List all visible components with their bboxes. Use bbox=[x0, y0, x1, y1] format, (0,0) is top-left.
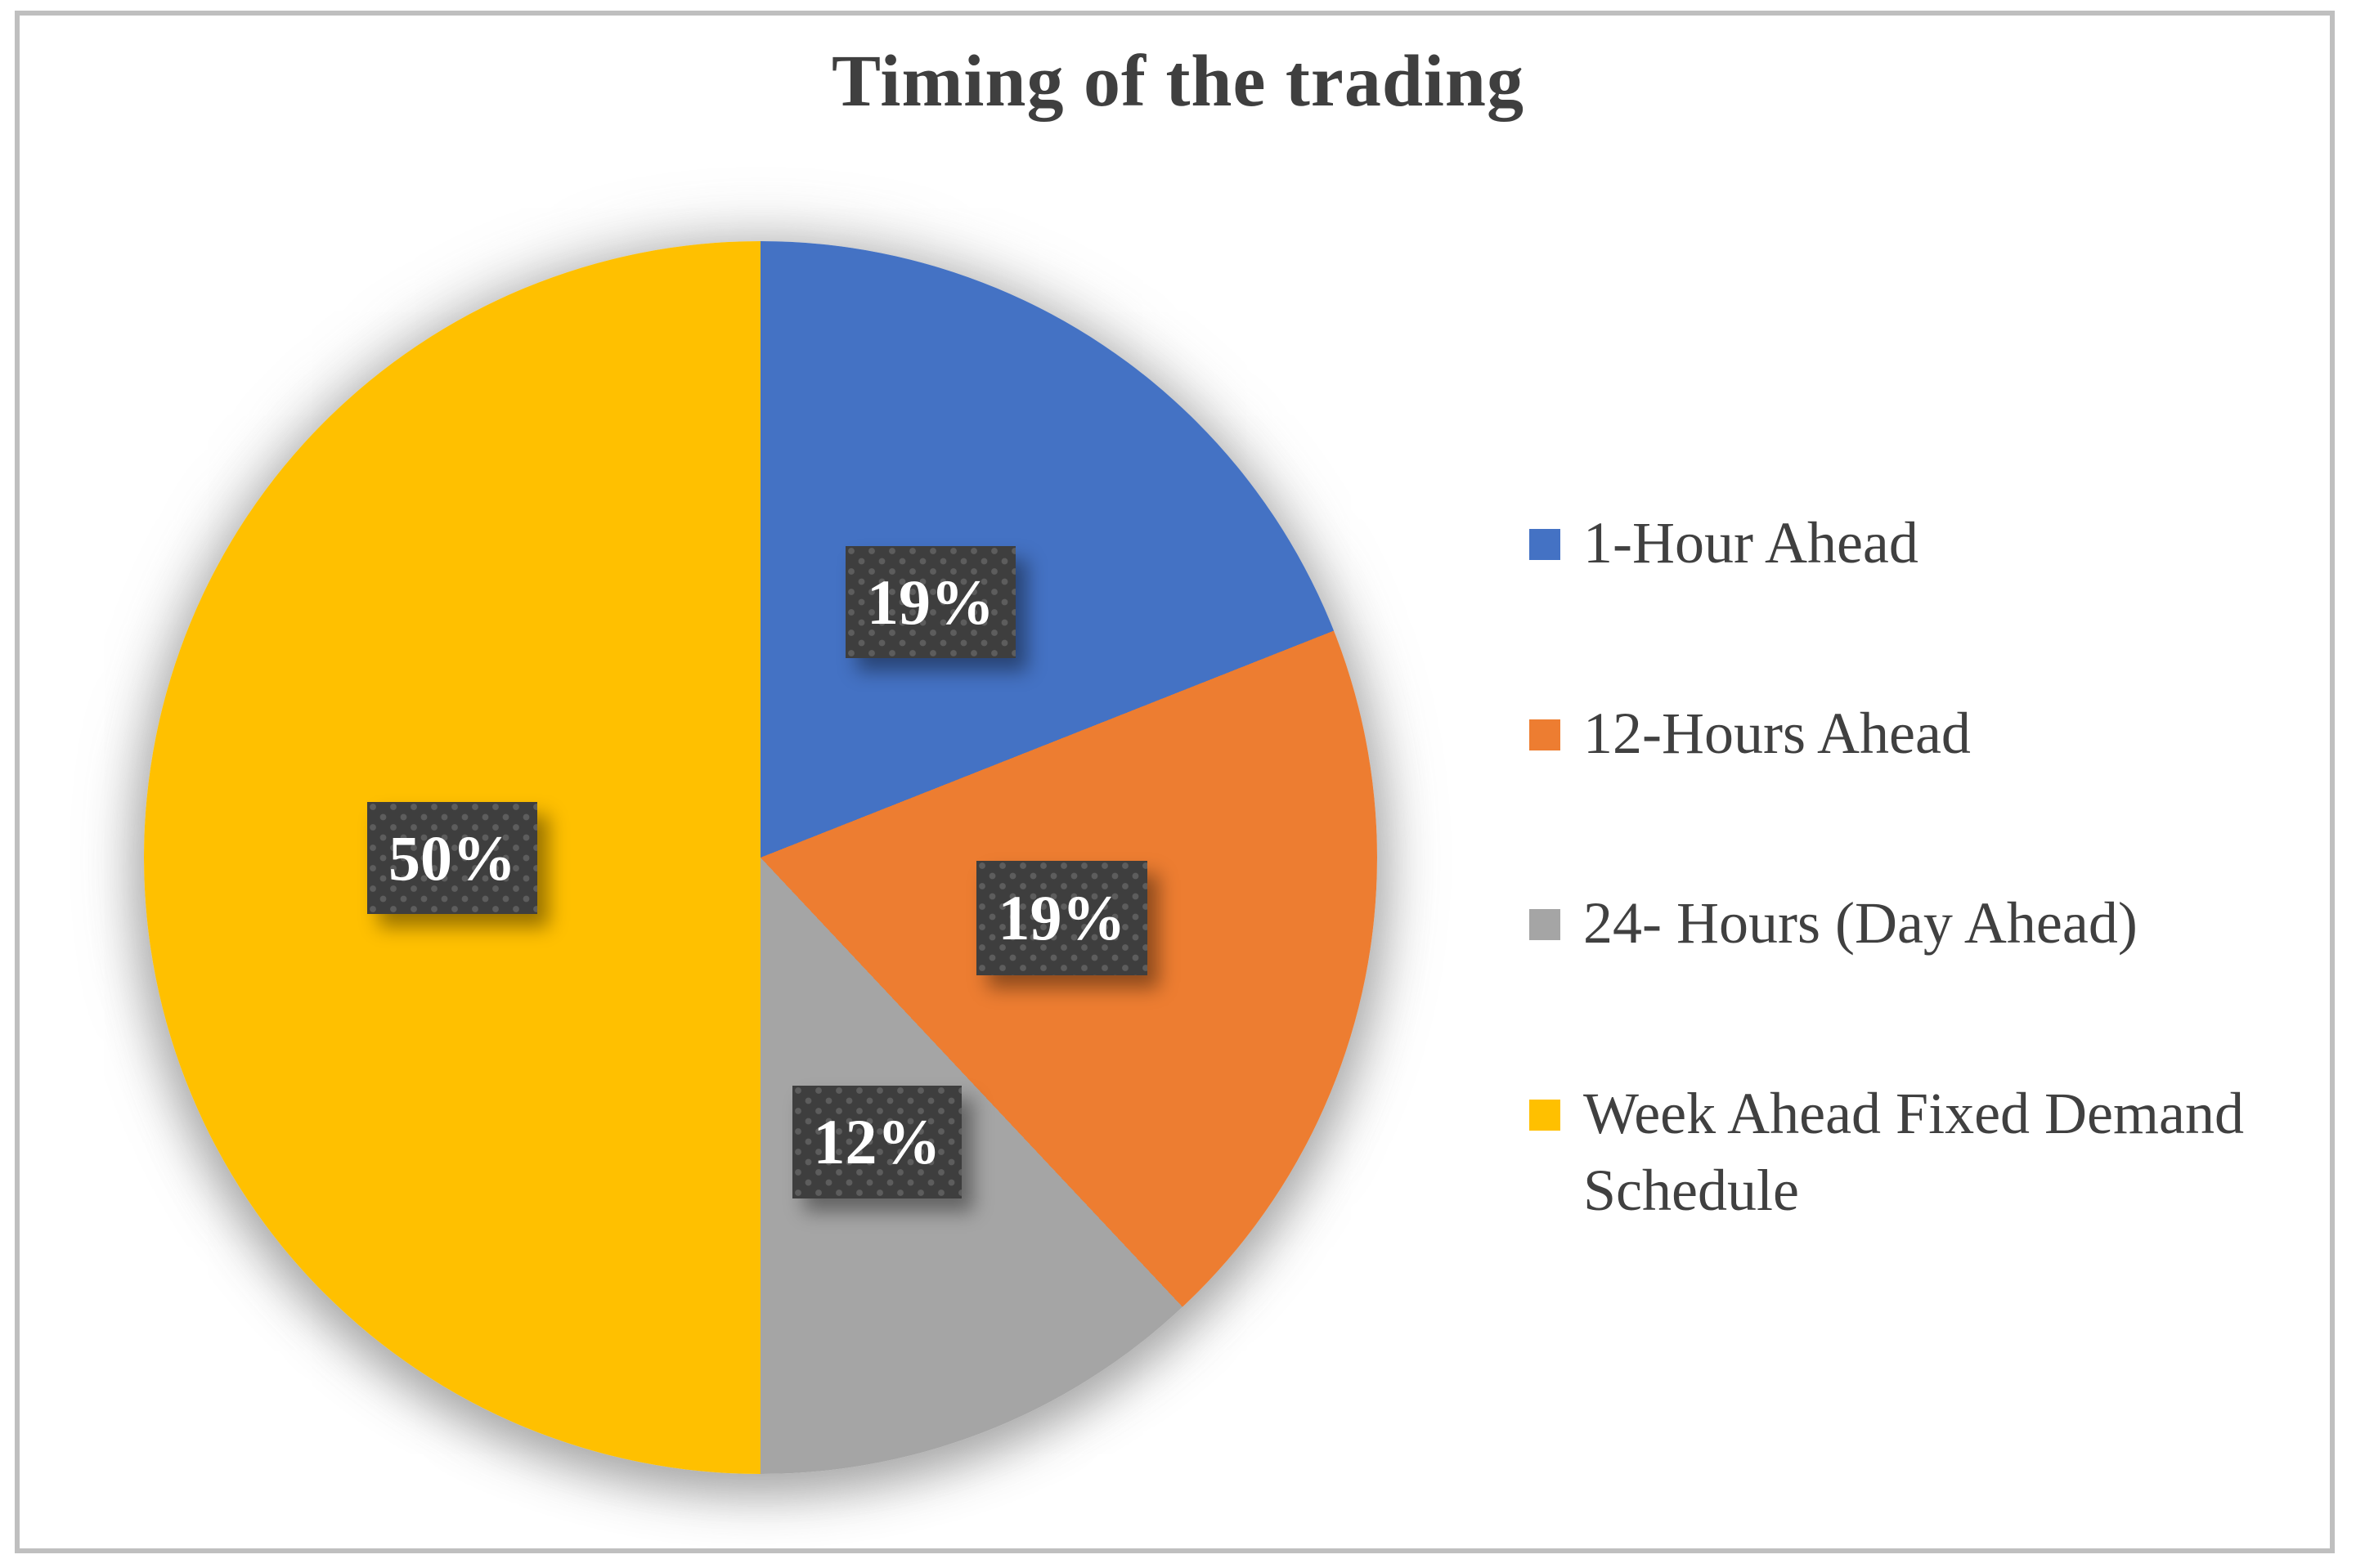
legend-swatch-blue-icon bbox=[1529, 529, 1560, 560]
legend-item-12-hours-ahead: 12-Hours Ahead bbox=[1529, 695, 1971, 772]
data-label-value: 19% bbox=[998, 882, 1126, 953]
data-label-value: 12% bbox=[813, 1106, 941, 1177]
legend-item-24-hours-day-ahead: 24- Hours (Day Ahead) bbox=[1529, 885, 2138, 961]
data-label-24-hours-day-ahead: 12% bbox=[792, 1086, 962, 1198]
data-label-1-hour-ahead: 19% bbox=[846, 546, 1016, 658]
legend-item-1-hour-ahead: 1-Hour Ahead bbox=[1529, 504, 1918, 581]
legend-label: 24- Hours (Day Ahead) bbox=[1583, 890, 2138, 956]
legend: 1-Hour Ahead 12-Hours Ahead 24- Hours (D… bbox=[1529, 0, 2314, 1568]
data-label-12-hours-ahead: 19% bbox=[976, 861, 1147, 975]
legend-label: 1-Hour Ahead bbox=[1583, 510, 1918, 576]
legend-swatch-gray-icon bbox=[1529, 909, 1560, 940]
data-label-value: 50% bbox=[388, 822, 516, 894]
legend-label: Week Ahead Fixed Demand Schedule bbox=[1583, 1081, 2244, 1223]
legend-swatch-yellow-icon bbox=[1529, 1100, 1560, 1131]
legend-swatch-orange-icon bbox=[1529, 719, 1560, 750]
data-label-week-ahead: 50% bbox=[367, 802, 537, 914]
legend-item-week-ahead: Week Ahead Fixed Demand Schedule bbox=[1529, 1075, 2295, 1229]
chart-title: Timing of the trading bbox=[832, 41, 1524, 122]
legend-label: 12-Hours Ahead bbox=[1583, 701, 1971, 766]
data-label-value: 19% bbox=[867, 566, 994, 638]
pie-chart bbox=[144, 241, 1377, 1474]
